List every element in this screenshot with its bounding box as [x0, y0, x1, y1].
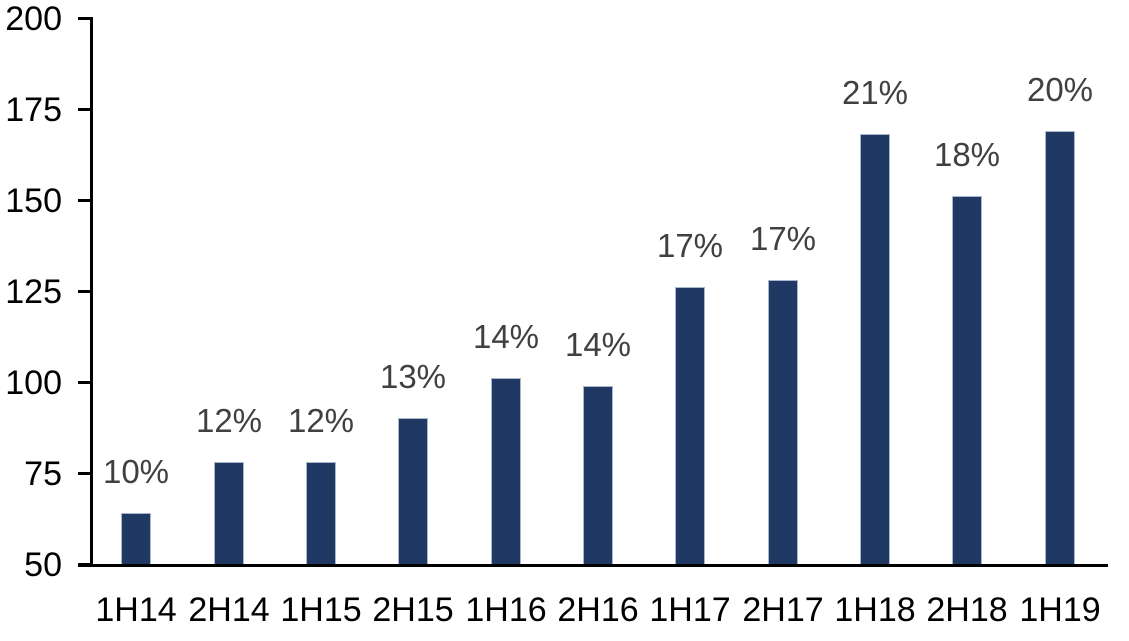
x-axis-tick-label: 2H15 [372, 591, 454, 629]
y-axis-tick-label: 125 [5, 273, 62, 311]
bar-1H14 [121, 513, 151, 564]
x-axis-tick-label: 2H17 [742, 591, 824, 629]
bar-value-label: 17% [656, 227, 724, 264]
bar-1H16 [491, 378, 521, 564]
bar-value-label: 13% [379, 358, 447, 395]
x-axis-tick-label: 2H14 [188, 591, 270, 629]
bar-2H15 [398, 418, 428, 564]
y-axis-tick-label: 50 [24, 546, 62, 584]
y-axis-tick-label: 175 [5, 91, 62, 129]
x-axis-tick-label: 2H16 [557, 591, 639, 629]
y-axis-tick-label: 200 [5, 0, 62, 38]
x-axis-tick-label: 1H14 [95, 591, 177, 629]
x-axis-tick-label: 2H18 [926, 591, 1008, 629]
bar-value-label: 10% [102, 453, 170, 490]
bar-2H14 [214, 462, 244, 564]
x-axis-tick-label: 1H19 [1019, 591, 1101, 629]
bar-value-label: 14% [564, 326, 632, 363]
bar-2H18 [952, 196, 982, 564]
bar-value-label: 20% [1026, 71, 1094, 108]
y-axis-tick [78, 17, 90, 20]
x-axis-tick-label: 1H15 [280, 591, 362, 629]
y-axis-tick [78, 290, 90, 293]
bar-value-label: 12% [195, 402, 263, 439]
bar-2H16 [583, 386, 613, 564]
bar-1H18 [860, 134, 890, 564]
bar-1H19 [1045, 131, 1075, 564]
bar-value-label: 17% [749, 220, 817, 257]
y-axis-tick [78, 563, 90, 566]
y-axis-tick [78, 381, 90, 384]
bar-2H17 [768, 280, 798, 564]
x-axis-tick-label: 1H17 [649, 591, 731, 629]
bar-1H17 [675, 287, 705, 564]
bar-value-label: 18% [933, 136, 1001, 173]
y-axis-tick [78, 108, 90, 111]
bar-value-label: 14% [472, 318, 540, 355]
y-axis-tick [78, 199, 90, 202]
bar-value-label: 21% [841, 74, 909, 111]
x-axis-tick-label: 1H16 [465, 591, 547, 629]
bar-value-label: 12% [287, 402, 355, 439]
x-axis-tick-label: 1H18 [834, 591, 916, 629]
bar-1H15 [306, 462, 336, 564]
y-axis-tick-label: 75 [24, 455, 62, 493]
x-axis-line [78, 564, 1108, 567]
y-axis-tick-label: 150 [5, 182, 62, 220]
y-axis-line [90, 17, 93, 567]
y-axis-tick [78, 472, 90, 475]
y-axis-tick-label: 100 [5, 364, 62, 402]
